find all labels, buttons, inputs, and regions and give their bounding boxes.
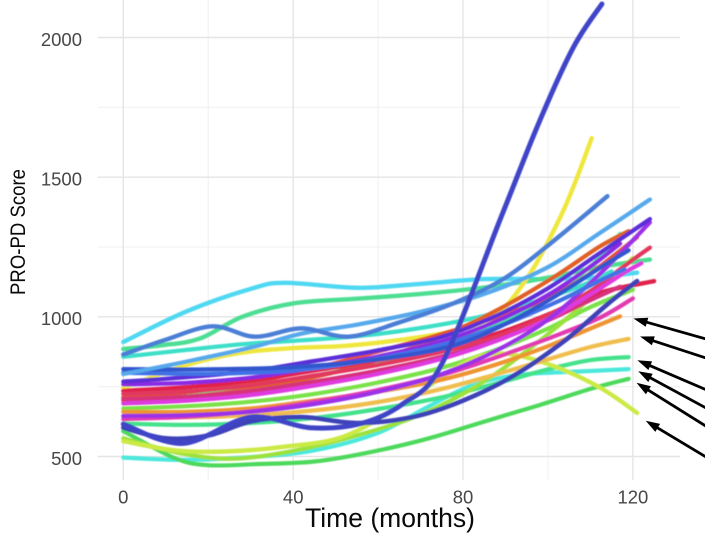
svg-text:PRO-PD Score: PRO-PD Score [7, 169, 30, 295]
svg-text:1000: 1000 [41, 308, 82, 329]
svg-text:1500: 1500 [41, 169, 82, 190]
svg-text:0: 0 [118, 487, 128, 508]
svg-text:80: 80 [453, 487, 474, 508]
svg-text:40: 40 [283, 487, 304, 508]
svg-text:Time (months): Time (months) [305, 503, 475, 533]
svg-text:120: 120 [617, 487, 648, 508]
svg-text:500: 500 [51, 448, 82, 469]
svg-text:2000: 2000 [41, 29, 82, 50]
